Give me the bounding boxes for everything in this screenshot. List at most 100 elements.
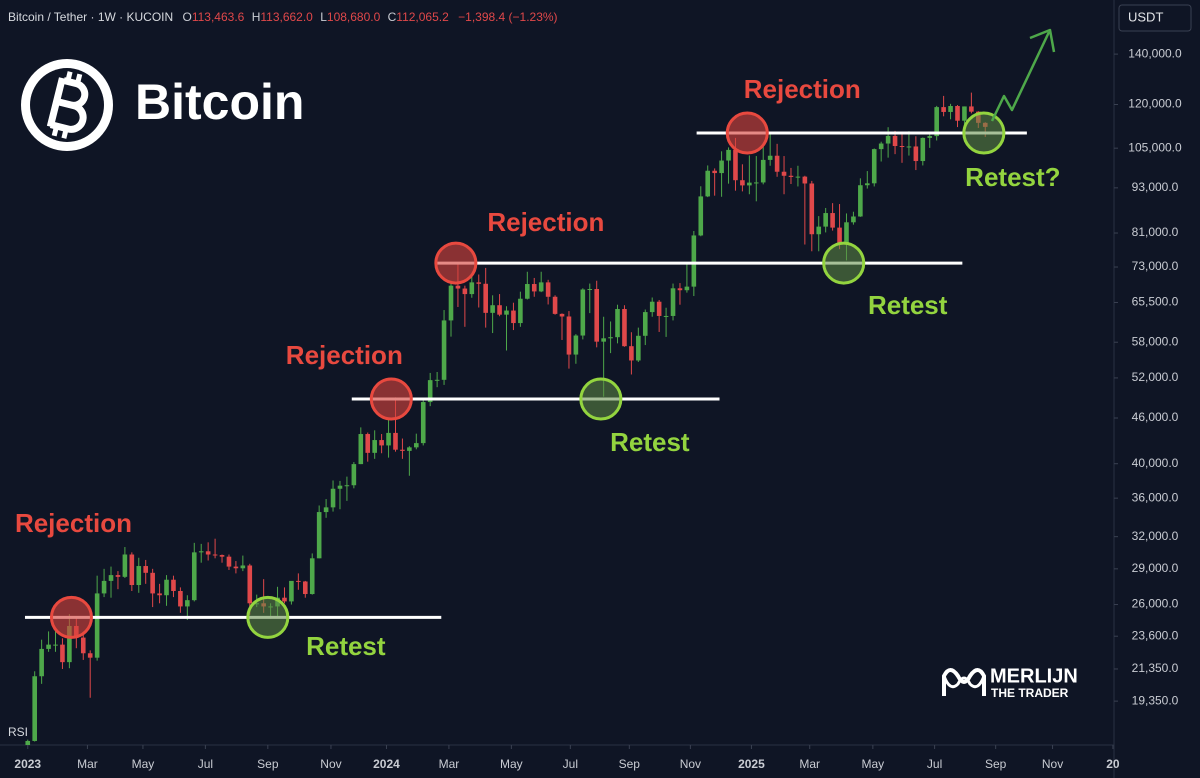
- header: Bitcoin / Tether · 1W · KUCOIN O113,463.…: [8, 10, 558, 24]
- candle-body: [427, 380, 433, 403]
- candle-body: [316, 512, 322, 559]
- candle-body: [608, 337, 613, 339]
- logo-name: Bitcoin: [135, 74, 304, 130]
- annotation-label: Retest?: [965, 162, 1060, 192]
- candle-body: [198, 551, 204, 553]
- y-tick-label: 52,000.0: [1132, 370, 1179, 384]
- candle-body: [906, 146, 912, 148]
- candle-body: [899, 145, 905, 147]
- x-tick-label: 20: [1106, 757, 1120, 771]
- ohlc-key: L: [320, 10, 327, 24]
- candle-body: [191, 552, 197, 601]
- candle-body: [948, 106, 953, 112]
- x-tick-label: 2024: [373, 757, 400, 771]
- y-tick-label: 140,000.0: [1128, 46, 1182, 60]
- candle-body: [823, 213, 828, 227]
- candle-body: [878, 143, 884, 150]
- candle-body: [691, 235, 697, 287]
- candle-body: [379, 440, 384, 446]
- candle-body: [115, 575, 121, 577]
- annotation-label: Rejection: [15, 508, 132, 538]
- candle-body: [753, 182, 759, 184]
- x-tick-label: Nov: [320, 757, 341, 771]
- symbol: Bitcoin / Tether · 1W · KUCOIN: [8, 10, 173, 24]
- candle-body: [434, 379, 440, 381]
- candle-body: [469, 282, 475, 295]
- candle-body: [545, 282, 551, 297]
- x-tick-label: Mar: [799, 757, 820, 771]
- y-tick-label: 46,000.0: [1132, 410, 1179, 424]
- candle-body: [414, 443, 419, 448]
- ohlc-key: O: [183, 10, 192, 24]
- candle-body: [594, 289, 600, 342]
- candle-body: [955, 106, 960, 121]
- annotation-marker: [246, 595, 290, 639]
- candle-body: [705, 170, 711, 197]
- candle-body: [407, 447, 412, 451]
- x-tick-label: Mar: [77, 757, 98, 771]
- annotation-marker: [822, 241, 866, 285]
- candle-body: [712, 170, 717, 174]
- logo-glyph: [46, 71, 89, 139]
- candle-body: [178, 590, 183, 607]
- candle-body: [205, 551, 211, 555]
- candle-body: [80, 637, 86, 654]
- candle-body: [372, 440, 377, 453]
- candle-body: [767, 155, 773, 160]
- candle-body: [101, 580, 107, 594]
- candle-body: [94, 593, 100, 658]
- candle-body: [649, 301, 655, 313]
- candle-body: [330, 488, 336, 508]
- candle-body: [525, 284, 530, 299]
- candle-body: [733, 149, 738, 181]
- candle-body: [629, 346, 634, 361]
- candle-body: [129, 554, 135, 586]
- candle-body: [538, 282, 544, 292]
- candle-body: [656, 301, 662, 316]
- candle-body: [684, 286, 690, 291]
- currency[interactable]: USDT: [1128, 9, 1163, 24]
- candle-body: [157, 593, 162, 596]
- annotation-marker: [962, 111, 1006, 155]
- x-tick-label: Sep: [257, 757, 279, 771]
- annotation-marker: [579, 377, 623, 421]
- y-tick-label: 81,000.0: [1132, 225, 1179, 239]
- candle-body: [122, 554, 128, 577]
- y-tick-label: 65,500.0: [1132, 295, 1179, 309]
- candle-body: [212, 554, 218, 556]
- candle-body: [420, 402, 426, 444]
- y-tick-label: 120,000.0: [1128, 97, 1182, 111]
- y-tick-label: 32,000.0: [1132, 529, 1179, 543]
- candle-body: [913, 146, 919, 162]
- candle-body: [941, 107, 946, 112]
- watermark-icon: [942, 668, 986, 696]
- change: −1,398.4 (−1.23%): [458, 10, 557, 24]
- y-tick-label: 19,350.0: [1132, 693, 1179, 707]
- candle-body: [615, 309, 620, 338]
- candle-body: [511, 310, 516, 324]
- candle-body: [885, 135, 891, 144]
- annotation-marker: [49, 595, 93, 639]
- annotation-label: Retest: [306, 631, 386, 661]
- candle-body: [774, 155, 780, 172]
- candle-body: [698, 196, 704, 236]
- candle-body: [559, 313, 565, 317]
- candle-body: [719, 160, 724, 174]
- candle-body: [226, 556, 232, 567]
- candle-body: [490, 305, 495, 313]
- candle-body: [677, 288, 683, 291]
- candle-body: [816, 226, 822, 235]
- candle-body: [309, 558, 315, 595]
- candle-body: [247, 565, 253, 604]
- candle-body: [740, 180, 745, 186]
- x-tick-label: Mar: [439, 757, 460, 771]
- y-tick-label: 21,350.0: [1132, 661, 1179, 675]
- candle-body: [844, 222, 849, 244]
- currency-box[interactable]: [1118, 4, 1192, 32]
- annotation-label: Retest: [610, 427, 690, 457]
- projection-arrow: [990, 28, 1056, 122]
- candle-body: [934, 107, 939, 137]
- x-tick-label: Jul: [198, 757, 213, 771]
- candle-body: [344, 485, 350, 487]
- candle-body: [455, 285, 461, 289]
